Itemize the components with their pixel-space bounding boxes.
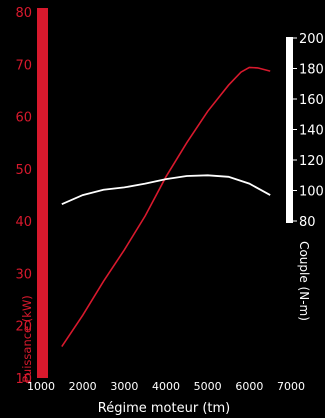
left-axis-ticks: 10 20 30 40 50 60 70 80	[15, 6, 32, 387]
left-axis-label: Puissance (kW)	[20, 295, 34, 383]
right-axis-bar	[286, 37, 293, 223]
left-tick-label: 40	[15, 215, 32, 230]
right-tick-label: 160	[299, 93, 324, 108]
x-tick-label: 7000	[277, 380, 305, 393]
right-tick-label: 100	[299, 185, 324, 200]
right-tick-label: 80	[299, 215, 316, 230]
x-tick-label: 4000	[152, 380, 180, 393]
left-tick-label: 30	[15, 267, 32, 282]
x-axis-ticks: 1000 2000 3000 4000 5000 6000 7000	[27, 380, 305, 393]
x-tick-label: 3000	[110, 380, 138, 393]
left-tick-label: 10	[15, 372, 32, 387]
x-tick-label: 1000	[27, 380, 55, 393]
left-tick-label: 50	[15, 163, 32, 178]
x-tick-label: 5000	[194, 380, 222, 393]
right-tick-label: 180	[299, 63, 324, 78]
x-tick-label: 6000	[235, 380, 263, 393]
left-tick-label: 70	[15, 58, 32, 73]
left-axis-bar	[37, 8, 48, 378]
right-tick-label: 140	[299, 124, 324, 139]
left-tick-label: 80	[15, 6, 32, 21]
torque-series-line	[61, 174, 271, 206]
left-tick-label: 20	[15, 320, 32, 335]
right-axis-ticks: 80 100 120 140 160 180 200	[293, 32, 324, 230]
x-axis-label: Régime moteur (tm)	[98, 401, 230, 416]
x-tick-label: 2000	[69, 380, 97, 393]
plot-area	[37, 0, 289, 372]
right-tick-label: 120	[299, 154, 324, 169]
left-tick-label: 60	[15, 111, 32, 126]
right-axis-label: Couple (N-m)	[297, 241, 311, 321]
right-tick-label: 200	[299, 32, 324, 47]
power-series-line	[61, 66, 271, 348]
